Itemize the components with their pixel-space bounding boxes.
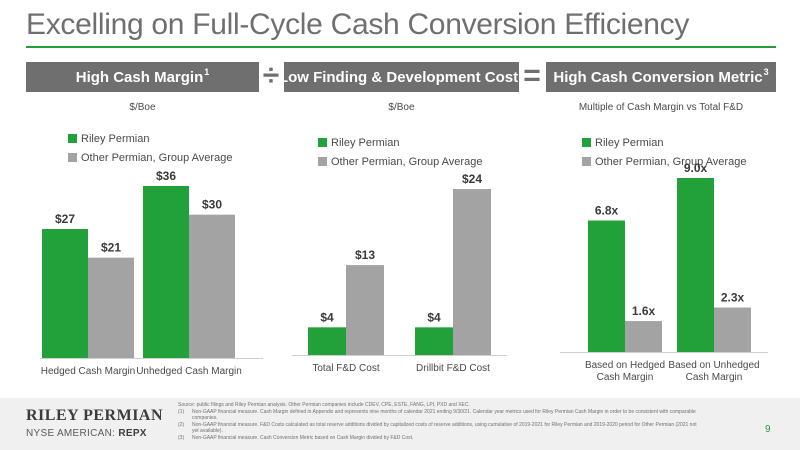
header-box-fd-cost: Low Finding & Development Cost 2 — [279, 62, 524, 92]
legend-item-riley: Riley Permian — [68, 129, 232, 148]
bar-riley — [42, 229, 88, 358]
footnote-text: Non-GAAP financial measure. Cash Convers… — [192, 434, 414, 441]
header-box-fd-cost-footnote: 2 — [519, 67, 525, 77]
category-tick-label: Based on Hedged — [585, 360, 665, 371]
footnote-2: (2) Non-GAAP financial measure. F&D Costs… — [178, 422, 698, 435]
category-tick-label: Based on Unhedged — [668, 360, 759, 371]
data-label: $13 — [355, 248, 375, 262]
footnote-1: (1) Non-GAAP financial measure. Cash Marg… — [178, 409, 698, 422]
legend-label-riley: Riley Permian — [595, 136, 664, 149]
header-box-cash-margin-footnote: 1 — [204, 67, 210, 77]
bar-riley — [143, 186, 189, 358]
legend-item-riley: Riley Permian — [318, 133, 482, 152]
data-label: $4 — [320, 310, 334, 324]
title-rule — [26, 46, 776, 48]
category-tick-label: Cash Margin — [597, 372, 654, 383]
ticker-symbol: REPX — [118, 428, 147, 439]
bar-charts: $27 $21 Hedged Cash Margin $36 $30 Unhedged C… — [40, 161, 768, 383]
data-label: $24 — [462, 172, 482, 186]
equals-icon: = — [523, 59, 541, 92]
header-box-cash-margin: High Cash Margin 1 — [26, 62, 259, 92]
data-label: $4 — [427, 310, 441, 324]
bar-peers — [625, 321, 662, 352]
data-label: $21 — [101, 241, 121, 255]
bar-peers — [714, 307, 751, 352]
chart3-unit-label: Multiple of Cash Margin vs Total F&D — [578, 102, 744, 113]
legend-swatch-riley — [582, 138, 591, 147]
page-title: Excelling on Full-Cycle Cash Conversion … — [26, 8, 690, 41]
data-label: 2.3x — [721, 291, 745, 305]
footnote-number: (2) — [178, 421, 185, 428]
legend-swatch-riley — [318, 138, 327, 147]
header-box-conversion-metric-footnote: 3 — [763, 67, 769, 77]
bar-riley — [677, 178, 714, 352]
header-box-conversion-metric: High Cash Conversion Metric 3 — [546, 62, 776, 92]
category-tick-label: Hedged Cash Margin — [41, 366, 136, 377]
exchange-label: NYSE AMERICAN: — [26, 428, 116, 439]
bar-peers — [453, 189, 491, 355]
footnotes: Source: public filings and Riley Permian… — [178, 402, 698, 441]
category-tick-label: Cash Margin — [686, 372, 743, 383]
legend-item-peers: Other Permian, Group Average — [318, 152, 482, 171]
bar-riley — [308, 327, 346, 355]
footnote-number: (1) — [178, 408, 185, 415]
legend-label-peers: Other Permian, Group Average — [331, 155, 483, 168]
legend-item-peers: Other Permian, Group Average — [68, 148, 232, 167]
divide-icon: ÷ — [262, 59, 280, 92]
legend-item-riley: Riley Permian — [582, 133, 746, 152]
footnote-number: (3) — [178, 434, 185, 441]
category-tick-label: Total F&D Cost — [312, 363, 379, 374]
footer-bar — [0, 398, 800, 450]
chart1-unit-label: $/Boe — [129, 102, 156, 113]
data-label: 9.0x — [684, 161, 708, 175]
header-box-fd-cost-label: Low Finding & Development Cost — [278, 68, 519, 86]
legend-label-peers: Other Permian, Group Average — [595, 155, 747, 168]
data-label: $27 — [55, 212, 75, 226]
category-tick-label: Unhedged Cash Margin — [136, 366, 242, 377]
data-label: 6.8x — [595, 204, 619, 218]
footnote-3: (3) Non-GAAP financial measure. Cash Conv… — [178, 435, 698, 442]
chart3-legend: Riley Permian Other Permian, Group Avera… — [582, 133, 746, 171]
footnote-text: Non-GAAP financial measure. Cash Margin … — [192, 408, 696, 422]
source-note: Source: public filings and Riley Permian… — [178, 402, 470, 408]
legend-label-riley: Riley Permian — [331, 136, 400, 149]
bar-riley — [588, 220, 625, 352]
data-label: $36 — [156, 169, 176, 183]
legend-label-riley: Riley Permian — [81, 132, 150, 145]
data-label: 1.6x — [632, 304, 656, 318]
page-number: 9 — [765, 424, 771, 435]
company-logo: RILEY PERMIAN — [26, 407, 164, 424]
header-box-conversion-metric-label: High Cash Conversion Metric — [553, 68, 763, 86]
bar-peers — [88, 257, 134, 358]
chart2-legend: Riley Permian Other Permian, Group Avera… — [318, 133, 482, 171]
legend-swatch-peers — [318, 157, 327, 166]
legend-swatch-peers — [582, 157, 591, 166]
bar-riley — [415, 327, 453, 355]
legend-swatch-peers — [68, 153, 77, 162]
legend-label-peers: Other Permian, Group Average — [81, 151, 233, 164]
data-label: $30 — [202, 198, 222, 212]
header-box-cash-margin-label: High Cash Margin — [75, 68, 204, 86]
chart2-unit-label: $/Boe — [388, 102, 415, 113]
legend-item-peers: Other Permian, Group Average — [582, 152, 746, 171]
bar-peers — [346, 265, 384, 355]
legend-swatch-riley — [68, 134, 77, 143]
chart1-legend: Riley Permian Other Permian, Group Avera… — [68, 129, 232, 167]
category-tick-label: Drillbit F&D Cost — [416, 363, 490, 374]
bar-peers — [189, 214, 235, 358]
exchange-ticker: NYSE AMERICAN: REPX — [26, 428, 147, 439]
footnote-text: Non-GAAP financial measure. F&D Costs ca… — [192, 421, 697, 435]
